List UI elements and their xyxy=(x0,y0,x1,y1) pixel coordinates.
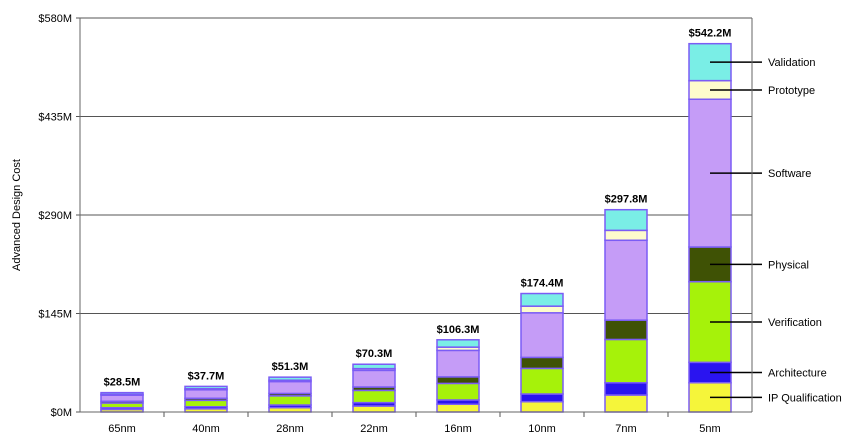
bar-segment-verification xyxy=(436,382,480,401)
bar-segment-physical xyxy=(520,356,564,370)
bar-28nm: $51.3M xyxy=(268,361,312,413)
bar-segment-validation xyxy=(436,339,480,348)
bar-segment-validation xyxy=(184,385,228,390)
bar-segment-ip-qualification xyxy=(520,400,564,413)
bar-16nm: $106.3M xyxy=(436,324,480,413)
total-label: $37.7M xyxy=(188,370,225,382)
bar-segment-software xyxy=(184,389,228,400)
bar-segment-verification xyxy=(352,389,396,404)
x-tick-label: 28nm xyxy=(276,423,304,435)
bar-segment-physical xyxy=(436,376,480,385)
y-tick-label: $580M xyxy=(38,13,72,25)
bar-segment-verification xyxy=(184,399,228,408)
bar-segment-prototype xyxy=(604,229,648,242)
bar-segment-software xyxy=(604,239,648,321)
total-label: $70.3M xyxy=(356,348,393,360)
bar-40nm: $37.7M xyxy=(184,370,228,413)
bar-segment-physical xyxy=(604,319,648,341)
legend-label: Physical xyxy=(768,259,809,271)
x-tick-label: 10nm xyxy=(528,423,556,435)
bar-segment-prototype xyxy=(520,305,564,314)
bar-segment-software xyxy=(352,369,396,388)
bar-segment-ip-qualification xyxy=(604,394,648,413)
bar-segment-architecture xyxy=(604,382,648,396)
bar-22nm: $70.3M xyxy=(352,348,396,413)
bar-segment-verification xyxy=(520,367,564,395)
bar-segment-software xyxy=(436,349,480,378)
bars: $28.5M $37.7M $51.3M $70.3M $106.3M $174.4M $2… xyxy=(100,28,732,413)
y-tick-label: $0M xyxy=(51,407,72,419)
y-axis-ticks: $0M $145M $290M $435M $580M xyxy=(38,13,80,419)
legend-label: Prototype xyxy=(768,85,815,97)
bar-segment-validation xyxy=(520,292,564,307)
legend-label: Architecture xyxy=(768,368,827,380)
total-label: $174.4M xyxy=(521,278,564,290)
y-tick-label: $435M xyxy=(38,112,72,124)
bar-segment-validation xyxy=(352,363,396,370)
bar-7nm: $297.8M xyxy=(604,194,648,413)
total-label: $542.2M xyxy=(689,28,732,40)
bar-segment-software xyxy=(100,394,144,403)
total-label: $51.3M xyxy=(272,361,309,373)
legend-label: Software xyxy=(768,168,811,180)
bar-segment-validation xyxy=(100,391,144,396)
total-label: $106.3M xyxy=(437,324,480,336)
bar-65nm: $28.5M xyxy=(100,377,144,413)
x-tick-label: 7nm xyxy=(615,423,636,435)
x-tick-label: 40nm xyxy=(192,423,220,435)
legend-label: Validation xyxy=(768,57,816,69)
bar-segment-validation xyxy=(268,376,312,381)
bar-segment-validation xyxy=(604,208,648,232)
bar-segment-architecture xyxy=(520,393,564,403)
x-tick-label: 22nm xyxy=(360,423,388,435)
bar-10nm: $174.4M xyxy=(520,278,564,413)
x-tick-label: 65nm xyxy=(108,423,136,435)
x-tick-label: 16nm xyxy=(444,423,472,435)
y-tick-label: $145M xyxy=(38,309,72,321)
bar-segment-ip-qualification xyxy=(352,405,396,413)
y-axis-label: Advanced Design Cost xyxy=(11,159,23,271)
y-tick-label: $290M xyxy=(38,210,72,222)
gridlines xyxy=(80,17,752,314)
bar-segment-software xyxy=(520,312,564,359)
x-tick-label: 5nm xyxy=(699,423,720,435)
bar-5nm: $542.2M xyxy=(688,28,732,413)
bar-segment-ip-qualification xyxy=(436,403,480,413)
total-label: $28.5M xyxy=(104,377,141,389)
legend-label: IP Qualification xyxy=(768,392,842,404)
legend-label: Verification xyxy=(768,317,822,329)
x-axis-ticks: 65nm 40nm 28nm 22nm 16nm 10nm 7nm 5nm xyxy=(108,412,721,435)
legend: IP Qualification Architecture Verification… xyxy=(710,57,842,404)
bar-segment-verification xyxy=(604,338,648,384)
bar-segment-verification xyxy=(268,395,312,406)
total-label: $297.8M xyxy=(605,194,648,206)
bar-segment-software xyxy=(268,380,312,395)
